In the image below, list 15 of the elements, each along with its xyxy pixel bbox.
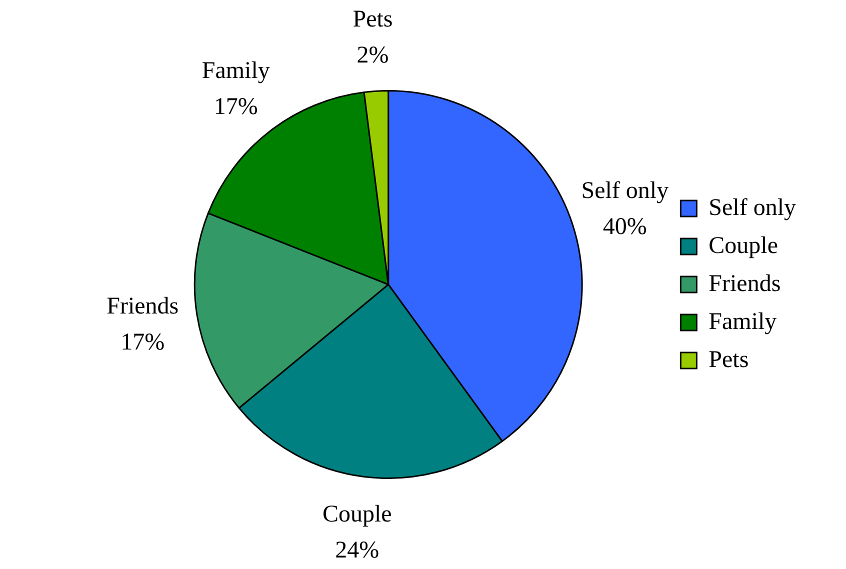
legend-label: Pets bbox=[708, 346, 749, 373]
slice-label: Self only bbox=[581, 178, 669, 204]
data-label: 17% bbox=[120, 330, 165, 356]
legend-label: Couple bbox=[708, 232, 778, 259]
slice-label: Family bbox=[202, 58, 270, 84]
data-label: 17% bbox=[214, 94, 258, 120]
data-label: 40% bbox=[602, 214, 647, 240]
data-label: 2% bbox=[356, 42, 389, 69]
legend-label: Friends bbox=[708, 270, 781, 297]
slice-label: Friends bbox=[106, 294, 179, 320]
legend-label: Self only bbox=[708, 194, 796, 221]
legend-label: Family bbox=[708, 308, 777, 335]
data-label: 24% bbox=[335, 538, 380, 564]
slice-label: Couple bbox=[322, 502, 392, 528]
slice-label: Pets bbox=[352, 6, 393, 33]
